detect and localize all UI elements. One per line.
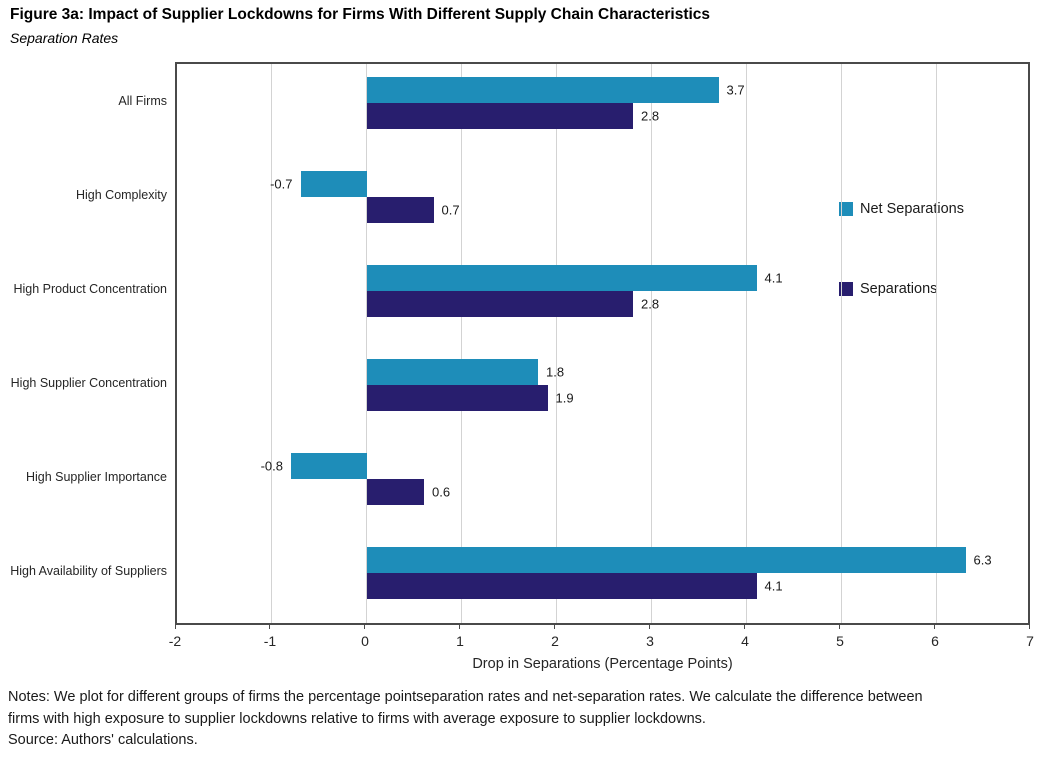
gridline	[461, 64, 462, 623]
notes-line-2: firms with high exposure to supplier loc…	[8, 710, 706, 727]
gridline	[936, 64, 937, 623]
figure-notes: Notes: We plot for different groups of f…	[8, 687, 923, 752]
x-tick-mark	[839, 625, 840, 629]
bar-net-separations	[291, 453, 367, 479]
x-tick-label: -1	[263, 633, 277, 649]
bar-net-separations	[367, 265, 757, 291]
gridline	[366, 64, 367, 623]
bar-separations	[367, 573, 757, 599]
legend-label-net-separations: Net Separations	[860, 201, 964, 217]
bar-value-label: 1.8	[546, 364, 565, 380]
plot-area: Net Separations Separations 3.7 2.8 -0.7 0.…	[175, 62, 1030, 625]
bar-separations	[367, 291, 633, 317]
category-label: High Availability of Suppliers	[10, 564, 167, 578]
legend-swatch-net-separations	[839, 202, 853, 216]
bar-value-label: 6.3	[973, 552, 992, 568]
gridline	[651, 64, 652, 623]
bar-value-label: 3.7	[726, 82, 745, 98]
chart-subtitle: Separation Rates	[10, 30, 119, 46]
x-tick-label: 5	[836, 633, 844, 649]
bar-separations	[367, 197, 434, 223]
x-tick-mark	[934, 625, 935, 629]
bar-value-label: 2.8	[641, 296, 660, 312]
legend-item-separations: Separations	[839, 281, 937, 297]
x-tick-label: 6	[931, 633, 939, 649]
x-tick-mark	[364, 625, 365, 629]
bar-value-label: 0.6	[432, 484, 451, 500]
gridline	[841, 64, 842, 623]
category-label: All Firms	[118, 94, 167, 108]
gridline	[746, 64, 747, 623]
x-axis: -2 -1 0 1 2 3 4 5 6 7	[169, 625, 1034, 655]
bar-net-separations	[367, 547, 966, 573]
category-label: High Supplier Concentration	[10, 376, 167, 390]
bar-value-label: 2.8	[641, 108, 660, 124]
x-axis-title: Drop in Separations (Percentage Points)	[472, 656, 733, 672]
x-tick-mark	[649, 625, 650, 629]
x-tick-label: 1	[456, 633, 464, 649]
x-tick-label: -2	[168, 633, 182, 649]
bar-value-label: -0.7	[270, 176, 293, 192]
notes-line-1: Notes: We plot for different groups of f…	[8, 689, 923, 705]
bar-value-label: 4.1	[764, 578, 783, 594]
gridline	[271, 64, 272, 623]
bar-net-separations	[367, 77, 719, 103]
x-tick-mark	[1029, 625, 1030, 629]
bar-value-label: 4.1	[764, 270, 783, 286]
legend-label-separations: Separations	[860, 281, 938, 297]
x-tick-mark	[459, 625, 460, 629]
x-tick-label: 0	[361, 633, 369, 649]
bar-separations	[367, 479, 424, 505]
x-tick-mark	[554, 625, 555, 629]
bar-net-separations	[367, 359, 538, 385]
x-tick-label: 7	[1026, 633, 1034, 649]
bar-value-label: 0.7	[441, 202, 460, 218]
x-tick-mark	[744, 625, 745, 629]
bar-separations	[367, 385, 548, 411]
legend-item-net-separations: Net Separations	[839, 201, 964, 217]
category-label: High Product Concentration	[13, 282, 167, 296]
category-label: High Complexity	[75, 188, 167, 202]
bar-value-label: 1.9	[555, 390, 574, 406]
notes-source: Source: Authors' calculations.	[8, 732, 198, 748]
bar-separations	[367, 103, 633, 129]
category-label: High Supplier Importance	[25, 470, 167, 484]
legend-swatch-separations	[839, 282, 853, 296]
x-tick-label: 4	[741, 633, 749, 649]
x-tick-mark	[175, 625, 176, 629]
x-tick-label: 2	[551, 633, 559, 649]
bar-value-label: -0.8	[260, 458, 283, 474]
x-tick-label: 3	[646, 633, 654, 649]
bar-net-separations	[300, 171, 367, 197]
chart-title: Figure 3a: Impact of Supplier Lockdowns …	[10, 6, 711, 23]
gridline	[556, 64, 557, 623]
x-tick-mark	[269, 625, 270, 629]
